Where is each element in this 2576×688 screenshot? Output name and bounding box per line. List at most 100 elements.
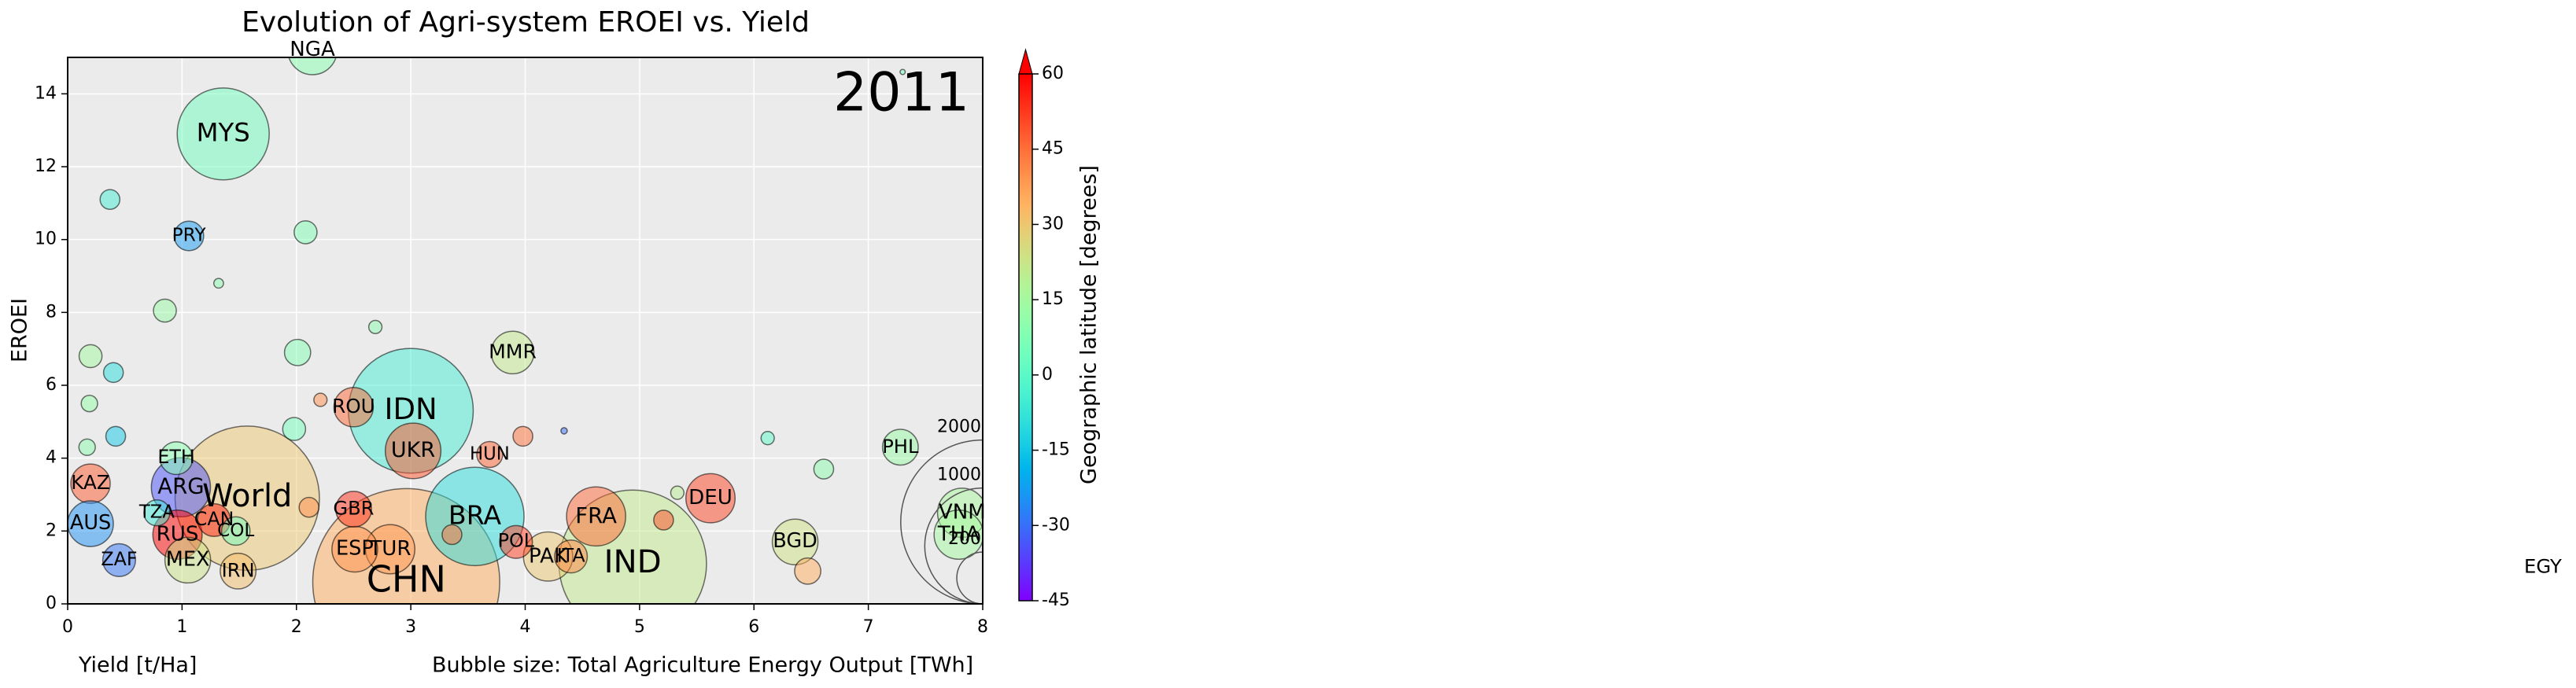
x-tick-label: 6: [748, 617, 759, 637]
bubble: [760, 431, 775, 446]
bubble: [313, 392, 328, 407]
bubble: [490, 330, 535, 375]
bubble: [288, 57, 337, 75]
bubble: [333, 387, 375, 428]
bubble-label: RUS: [157, 522, 199, 546]
bubble: [933, 509, 983, 560]
y-tick-label: 6: [46, 375, 57, 395]
bubble-label: GBR: [333, 498, 374, 520]
size-label: Bubble size: Total Agriculture Energy Ou…: [432, 653, 973, 678]
x-tick-label: 8: [977, 617, 988, 637]
bubble: [813, 458, 835, 480]
bubble: [143, 499, 171, 527]
bubble-label: VNM: [939, 501, 986, 524]
x-tick-label: 2: [291, 617, 302, 637]
bubble-label: EGY: [2524, 555, 2562, 578]
bubble: [80, 394, 98, 413]
y-axis-label: EROEI: [8, 298, 32, 362]
bubble-label: POL: [498, 530, 535, 552]
bubble-label: CAN: [194, 508, 234, 530]
x-tick-label: 5: [634, 617, 645, 637]
bubble: [899, 68, 906, 75]
bubble-label: BRA: [448, 499, 502, 530]
bubble: [220, 516, 251, 546]
bubble-label: TZA: [138, 502, 175, 523]
bubble: [560, 427, 568, 435]
colorbar-tick-label: 0: [1042, 365, 1053, 384]
x-tick-label: 3: [405, 617, 416, 637]
colorbar-tick-label: -30: [1042, 515, 1070, 535]
bubble: [298, 496, 320, 518]
colorbar: [1019, 74, 1032, 601]
bubble-label: PRY: [172, 225, 207, 246]
bubble-label: ESP: [336, 537, 374, 561]
x-tick-label: 7: [863, 617, 874, 637]
y-tick-label: 8: [46, 302, 57, 322]
bubble-label: AUS: [70, 511, 111, 535]
bubble: [99, 189, 121, 210]
colorbar-tick-label: -45: [1042, 591, 1070, 610]
y-tick-label: 2: [46, 521, 57, 540]
x-tick-label: 1: [176, 617, 187, 637]
size-legend-label: 1000: [937, 465, 981, 485]
bubble-label: HUN: [470, 444, 510, 465]
bubble-label: ROU: [332, 395, 375, 418]
bubble-label: COL: [217, 521, 254, 541]
size-legend-circle: [956, 551, 983, 604]
bubble-label: UKR: [391, 438, 435, 462]
bubble-label: PHL: [882, 436, 919, 458]
y-tick-label: 10: [35, 230, 57, 249]
size-legend-label: 200: [948, 529, 981, 549]
bubble-label: TUR: [368, 537, 411, 561]
colorbar-label: Geographic latitude [degrees]: [1077, 165, 1102, 484]
colorbar-tick-label: 30: [1042, 214, 1064, 234]
bubble-label: BGD: [773, 529, 817, 553]
bubble: [653, 510, 674, 531]
colorbar-tick-label: 15: [1042, 289, 1064, 309]
colorbar-extend: [1018, 48, 1033, 75]
bubble: [771, 518, 819, 565]
bubble-label: ITA: [557, 544, 586, 566]
chart-title: Evolution of Agri-system EROEI vs. Yield: [242, 6, 810, 39]
bubble: [283, 338, 312, 366]
bubble-label: IND: [604, 543, 662, 580]
bubble: [566, 486, 626, 547]
bubble: [220, 552, 257, 590]
x-axis-label: Yield [t/Ha]: [78, 653, 197, 678]
bubble: [102, 362, 124, 384]
bubble: [367, 319, 383, 335]
size-legend-label: 2000: [937, 418, 981, 437]
bubble: [78, 438, 96, 456]
bubble-label: KAZ: [71, 471, 110, 494]
colorbar-tick-label: 45: [1042, 139, 1064, 159]
bubble-label: IDN: [385, 392, 437, 426]
size-legend-circle: [924, 487, 983, 604]
bubble: [441, 524, 463, 546]
year-annotation: 2011: [833, 62, 969, 124]
bubble-label: CHN: [367, 558, 446, 601]
bubble: [334, 491, 372, 528]
bubble-label: World: [202, 478, 292, 514]
bubble: [670, 485, 685, 500]
bubble-label: FRA: [575, 503, 617, 528]
bubble: [293, 220, 318, 245]
bubble: [476, 440, 504, 469]
bubble-label: ETH: [157, 446, 194, 468]
bubble: [153, 298, 177, 323]
bubble: [384, 422, 442, 480]
bubble: [164, 536, 212, 584]
bubble: [173, 220, 205, 252]
bubble: [212, 278, 224, 289]
bubble-label: MMR: [489, 340, 537, 362]
x-tick-label: 0: [62, 617, 73, 637]
bubble-label: PAK: [529, 544, 568, 568]
bubble: [499, 524, 533, 559]
bubble-label: IRN: [222, 559, 255, 581]
bubble: [105, 425, 127, 447]
x-tick-label: 4: [520, 617, 531, 637]
bubble-label: MYS: [197, 117, 250, 147]
colorbar-tick-label: 60: [1042, 64, 1064, 83]
y-tick-label: 0: [46, 594, 57, 613]
bubble-label: DEU: [688, 486, 733, 510]
